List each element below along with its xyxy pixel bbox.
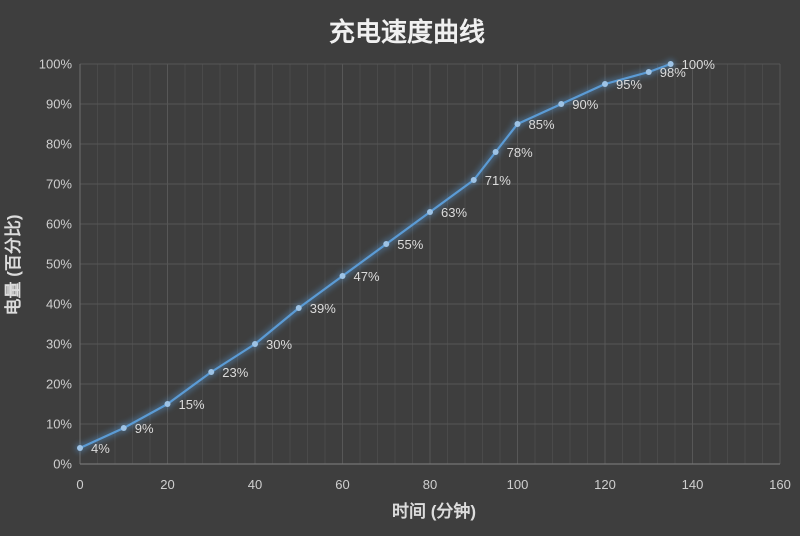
- y-tick-label: 60%: [46, 217, 72, 232]
- data-point: [470, 177, 477, 183]
- data-point-label: 47%: [354, 269, 380, 284]
- data-point: [295, 305, 302, 311]
- data-point: [208, 369, 215, 375]
- data-point-label: 55%: [397, 237, 423, 252]
- data-point-label: 15%: [179, 397, 205, 412]
- data-point: [164, 401, 171, 407]
- data-point: [383, 241, 390, 247]
- data-point-label: 23%: [222, 365, 248, 380]
- axis-lines: [79, 64, 780, 465]
- y-tick-label: 100%: [39, 57, 73, 72]
- data-point: [514, 121, 521, 127]
- data-point-label: 100%: [682, 57, 716, 72]
- y-tick-label: 30%: [46, 337, 72, 352]
- x-tick-label: 60: [335, 477, 349, 492]
- data-point-label: 4%: [91, 441, 110, 456]
- y-tick-label: 70%: [46, 177, 72, 192]
- series-line: [78, 62, 672, 450]
- y-axis-title: 电量 (百分比): [3, 214, 23, 315]
- data-point: [645, 69, 652, 75]
- data-point: [77, 445, 83, 451]
- data-point-markers: [77, 61, 674, 451]
- data-point-labels: 4% 9% 15% 23% 30% 39% 47% 55% 63% 71% 78% 85% 90% 95%…: [91, 57, 715, 456]
- tick-labels: 0 20 40 60 80 100 120 140 160 0% 10% 20% 30% 40% 50% 60…: [39, 57, 791, 493]
- y-tick-label: 40%: [46, 297, 72, 312]
- x-tick-label: 0: [76, 477, 83, 492]
- x-tick-label: 120: [594, 477, 616, 492]
- data-point-label: 90%: [572, 97, 598, 112]
- x-tick-label: 40: [248, 477, 262, 492]
- x-tick-label: 20: [160, 477, 174, 492]
- x-tick-label: 100: [507, 477, 529, 492]
- data-point: [492, 149, 499, 155]
- x-tick-label: 160: [769, 477, 791, 492]
- data-point: [339, 273, 346, 279]
- data-point: [252, 341, 258, 347]
- x-tick-label: 80: [423, 477, 437, 492]
- x-tick-label: 140: [682, 477, 704, 492]
- y-tick-label: 80%: [46, 137, 72, 152]
- data-point-label: 78%: [507, 145, 533, 160]
- y-tick-label: 20%: [46, 377, 72, 392]
- data-point-label: 95%: [616, 77, 642, 92]
- y-tick-label: 0%: [53, 457, 72, 472]
- data-point: [120, 425, 127, 431]
- battery-series-line: [78, 62, 672, 450]
- data-point-label: 39%: [310, 301, 336, 316]
- y-tick-label: 50%: [46, 257, 72, 272]
- data-point-label: 85%: [529, 117, 555, 132]
- data-point-label: 63%: [441, 205, 467, 220]
- x-axis-title: 时间 (分钟): [392, 501, 476, 521]
- y-tick-label: 90%: [46, 97, 72, 112]
- data-point: [667, 61, 674, 67]
- data-point: [427, 209, 433, 215]
- data-point-label: 9%: [135, 421, 154, 436]
- data-point-label: 30%: [266, 337, 292, 352]
- data-point-label: 98%: [660, 65, 686, 80]
- data-point: [558, 101, 565, 107]
- data-point-label: 71%: [485, 173, 511, 188]
- chart-title: 充电速度曲线: [329, 17, 485, 47]
- y-tick-label: 10%: [46, 417, 72, 432]
- data-point: [602, 81, 608, 87]
